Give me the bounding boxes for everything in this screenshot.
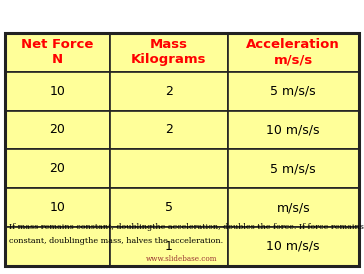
FancyBboxPatch shape (5, 188, 110, 227)
Text: 10 m/s/s: 10 m/s/s (266, 240, 320, 253)
FancyBboxPatch shape (110, 72, 228, 110)
Text: If mass remains constant, doublingthe acceleration, doubles the force. If force : If mass remains constant, doublingthe ac… (9, 223, 364, 231)
Text: 1: 1 (165, 240, 173, 253)
Text: www.slidebase.com: www.slidebase.com (146, 255, 218, 263)
Text: 10: 10 (50, 201, 66, 214)
Text: 5 m/s/s: 5 m/s/s (270, 85, 316, 98)
Text: 10 m/s/s: 10 m/s/s (266, 123, 320, 136)
Text: 5: 5 (165, 201, 173, 214)
FancyBboxPatch shape (110, 110, 228, 149)
FancyBboxPatch shape (5, 149, 110, 188)
Text: 20: 20 (50, 123, 66, 136)
Text: constant, doublingthe mass, halves the acceleration.: constant, doublingthe mass, halves the a… (9, 237, 223, 245)
FancyBboxPatch shape (110, 33, 228, 72)
Text: 5 m/s/s: 5 m/s/s (270, 162, 316, 175)
Text: Net Force
N: Net Force N (21, 38, 94, 66)
FancyBboxPatch shape (228, 149, 359, 188)
Text: 10: 10 (50, 85, 66, 98)
FancyBboxPatch shape (228, 110, 359, 149)
Text: 20: 20 (50, 162, 66, 175)
FancyBboxPatch shape (5, 110, 110, 149)
FancyBboxPatch shape (110, 227, 228, 266)
Text: 2: 2 (165, 85, 173, 98)
Text: 2: 2 (165, 123, 173, 136)
Text: m/s/s: m/s/s (276, 201, 310, 214)
FancyBboxPatch shape (228, 188, 359, 227)
FancyBboxPatch shape (5, 227, 110, 266)
FancyBboxPatch shape (228, 227, 359, 266)
Text: Acceleration
m/s/s: Acceleration m/s/s (246, 38, 340, 66)
FancyBboxPatch shape (228, 72, 359, 110)
FancyBboxPatch shape (110, 149, 228, 188)
Text: Mass
Kilograms: Mass Kilograms (131, 38, 206, 66)
FancyBboxPatch shape (110, 188, 228, 227)
FancyBboxPatch shape (5, 72, 110, 110)
FancyBboxPatch shape (5, 33, 110, 72)
FancyBboxPatch shape (228, 33, 359, 72)
